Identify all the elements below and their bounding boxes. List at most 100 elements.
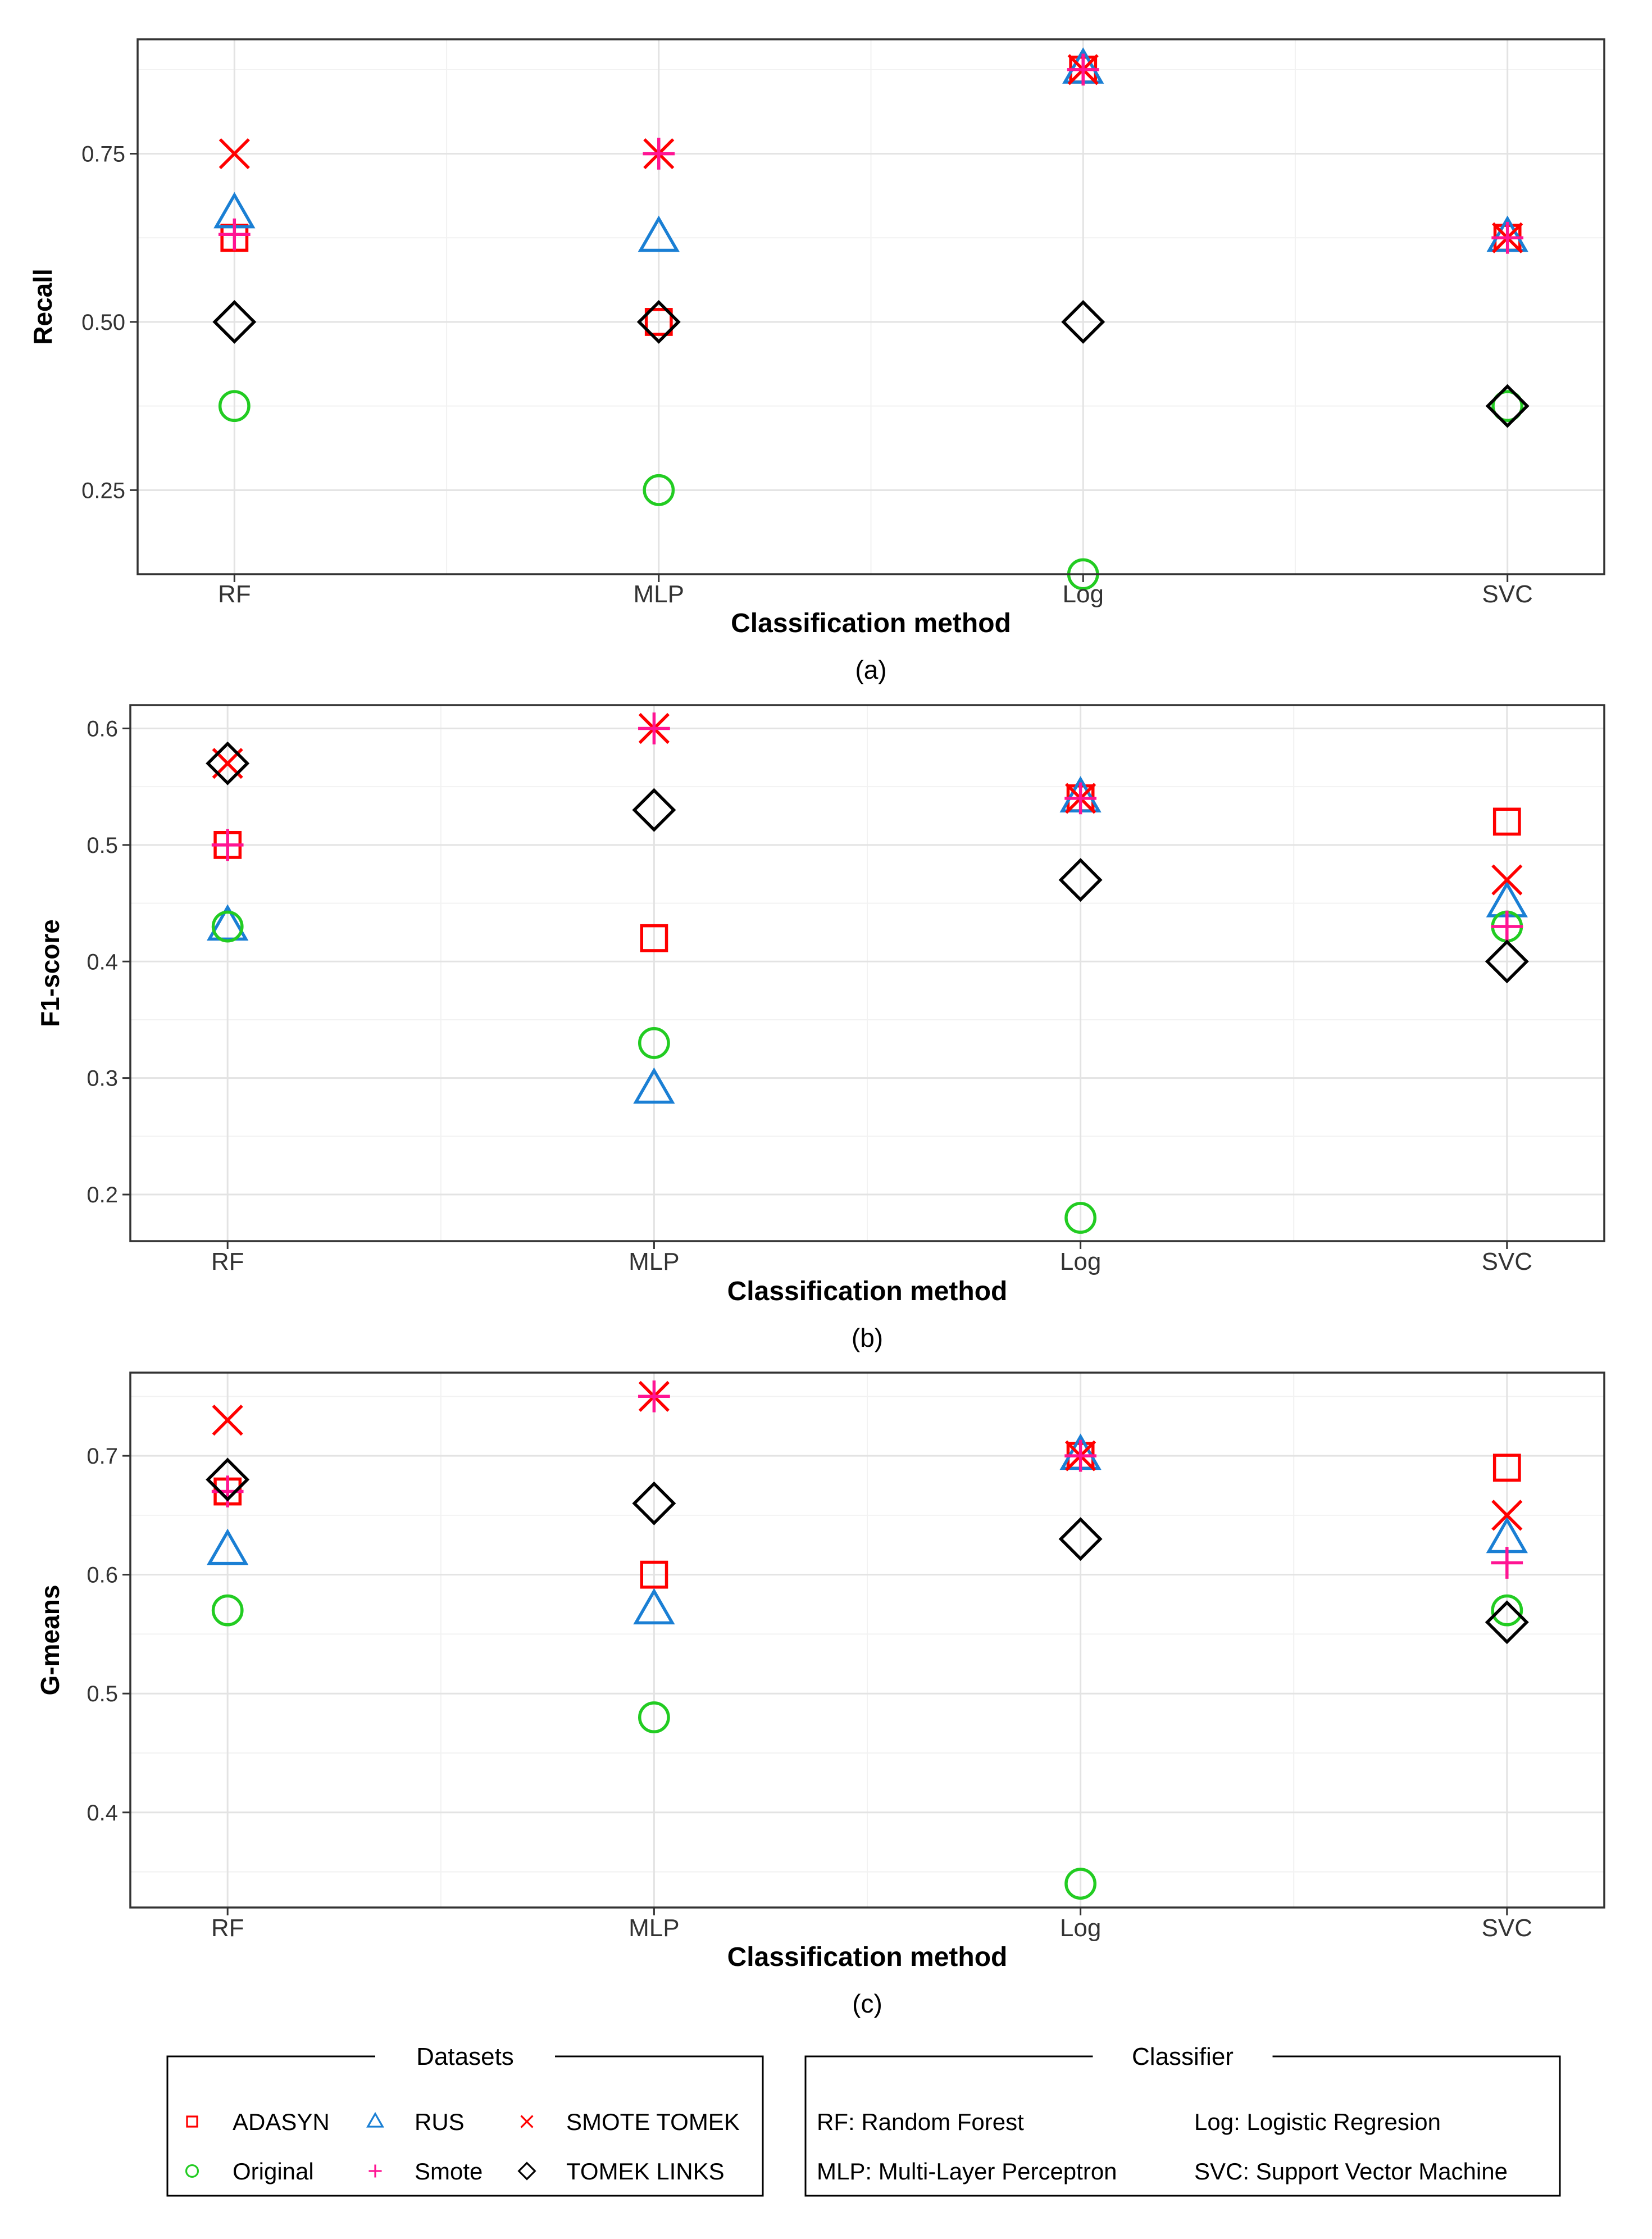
point-tomek-links-rf (206, 1457, 250, 1502)
point-rus-mlp-shape (633, 1588, 675, 1625)
y-tick-label: 0.4 (87, 1801, 118, 1825)
x-axis-title: Classification method (727, 1277, 1008, 1306)
panel-3-points (206, 1380, 1529, 1900)
point-original-rf-shape (211, 910, 244, 943)
legend-label-original: Original (233, 2158, 314, 2184)
point-smote-mlp-shape (638, 1380, 670, 1413)
point-original-svc-shape (1491, 390, 1524, 423)
point-smote-svc (1491, 910, 1523, 943)
legend-key-rus (366, 2111, 384, 2128)
point-smote-svc (1491, 221, 1524, 254)
chart-panels: 0.25 0.50 0.75 RF MLP Log SVC Classification me… (28, 38, 1605, 2018)
point-tomek-links-rf-shape (206, 741, 250, 785)
legend-classifier-item: RF: Random Forest (817, 2109, 1024, 2135)
point-tomek-links-log (1058, 858, 1103, 902)
point-smote-tomek-rf-shape (219, 138, 250, 170)
y-tick-label: 0.3 (87, 1066, 118, 1091)
point-original-mlp (638, 1701, 670, 1733)
point-smote-mlp (638, 1380, 670, 1413)
point-rus-rf (207, 904, 249, 941)
point-original-svc-shape (1491, 1594, 1523, 1627)
point-original-rf (218, 390, 251, 423)
point-rus-rf-shape (207, 1528, 249, 1565)
x-tick-label-rf: RF (218, 580, 251, 608)
point-rus-rf (207, 1528, 249, 1565)
point-original-mlp-shape (638, 1027, 670, 1059)
y-axis-title: G-means (35, 1585, 65, 1696)
legend-label-smote: Smote (415, 2158, 483, 2184)
legend-datasets: Datasets ADASYN RUS SMOTE TOMEK Original Smot… (166, 2043, 764, 2197)
legend-key-tomek-links-shape (517, 2161, 536, 2181)
point-tomek-links-svc (1485, 1600, 1529, 1645)
legend-label-smote-tomek: SMOTE TOMEK (566, 2109, 740, 2135)
panel-2-grid (130, 705, 1604, 1241)
panel-caption: (a) (855, 655, 886, 684)
point-smote-log (1064, 782, 1096, 815)
legend-classifier-title: Classifier (1132, 2043, 1234, 2070)
point-original-log-shape (1064, 1868, 1097, 1900)
x-axis-title: Classification method (727, 1942, 1008, 1972)
x-tick-label-mlp: MLP (634, 580, 684, 608)
x-tick-label-svc: SVC (1482, 1248, 1532, 1275)
point-tomek-links-rf-shape (212, 299, 257, 344)
legend-datasets-title: Datasets (416, 2043, 514, 2070)
legend-key-smote-shape (368, 2164, 382, 2178)
point-original-log-shape (1064, 1202, 1097, 1234)
point-rus-mlp-shape (633, 1067, 675, 1104)
point-adasyn-mlp-shape (640, 1560, 668, 1589)
panel-caption: (b) (852, 1323, 883, 1352)
point-original-mlp (638, 1027, 670, 1059)
y-tick-label: 0.50 (81, 310, 125, 335)
point-smote-rf-shape (218, 218, 251, 251)
x-tick-label-rf: RF (211, 1914, 244, 1942)
panel-1-grid (138, 39, 1604, 575)
y-axis-title: Recall (28, 269, 57, 345)
point-original-rf (211, 910, 244, 943)
legend-key-original (185, 2164, 199, 2178)
legend-classifier-frame (804, 2055, 1561, 2197)
point-smote-svc-shape (1491, 221, 1524, 254)
panel-3: 0.4 0.5 0.6 0.7 RF MLP Log SVC Classification me… (35, 1371, 1605, 2018)
point-tomek-links-rf-shape (206, 1457, 250, 1502)
legend-key-adasyn-shape (186, 2115, 198, 2128)
point-adasyn-svc (1492, 1454, 1521, 1482)
point-tomek-links-mlp (632, 788, 676, 832)
point-smote-tomek-svc (1491, 1500, 1523, 1531)
point-smote-log-shape (1064, 782, 1096, 815)
point-rus-mlp (638, 215, 680, 252)
point-tomek-links-svc-shape (1485, 384, 1530, 428)
point-smote-tomek-svc-shape (1491, 1500, 1523, 1531)
point-adasyn-svc-shape (1492, 1454, 1521, 1482)
point-smote-mlp-shape (638, 712, 670, 744)
legend-label-adasyn: ADASYN (233, 2109, 330, 2135)
y-tick-label: 0.6 (87, 716, 118, 741)
x-tick-label-log: Log (1063, 580, 1104, 608)
point-rus-mlp-shape (638, 215, 680, 252)
x-tick-label-log: Log (1060, 1914, 1101, 1942)
point-rus-rf-shape (207, 904, 249, 941)
point-original-rf-shape (211, 1594, 244, 1627)
point-adasyn-mlp-shape (644, 308, 673, 336)
y-tick-label: 0.6 (87, 1563, 118, 1588)
point-original-mlp (643, 474, 675, 506)
point-smote-svc (1491, 1547, 1523, 1579)
point-tomek-links-log (1061, 299, 1105, 344)
panel-2: 0.2 0.3 0.4 0.5 0.6 RF MLP Log SVC Classification… (35, 704, 1605, 1352)
panel-2-frame (129, 704, 1605, 1242)
point-smote-mlp (638, 712, 670, 744)
x-tick-label-mlp: MLP (629, 1914, 679, 1942)
point-tomek-links-mlp (636, 299, 681, 344)
point-original-mlp-shape (638, 1701, 670, 1733)
legend-classifier-item: Log: Logistic Regresion (1194, 2109, 1441, 2135)
legend-key-original-shape (185, 2164, 199, 2178)
y-tick-label: 0.75 (81, 142, 125, 167)
y-tick-label: 0.5 (87, 1682, 118, 1706)
point-tomek-links-svc-shape (1485, 939, 1529, 984)
point-smote-svc-shape (1491, 1547, 1523, 1579)
point-tomek-links-log (1058, 1517, 1103, 1561)
point-adasyn-mlp (640, 924, 668, 952)
point-adasyn-mlp (644, 308, 673, 336)
panel-1-frame (136, 38, 1605, 575)
point-smote-svc-shape (1491, 910, 1523, 943)
point-adasyn-svc (1492, 807, 1521, 836)
